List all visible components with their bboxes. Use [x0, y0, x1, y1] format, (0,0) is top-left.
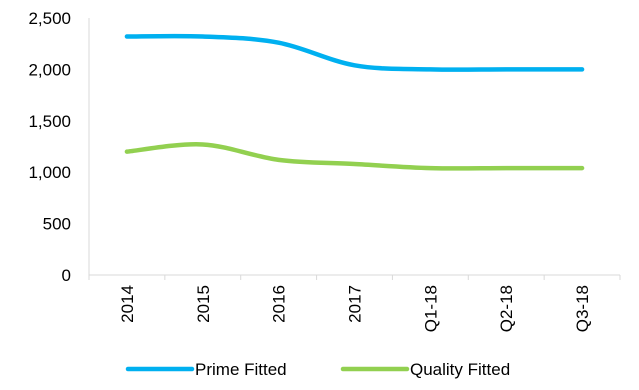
- x-tick-label: 2014: [118, 285, 137, 323]
- series-line-2: [124, 142, 585, 171]
- x-tick-label: 2015: [194, 285, 213, 323]
- legend-label: Prime Fitted: [195, 360, 287, 379]
- series-lines: [124, 33, 585, 171]
- x-tick-label: 2017: [346, 285, 365, 323]
- y-tick-label: 2,000: [28, 60, 71, 79]
- y-tick-label: 2,500: [28, 9, 71, 28]
- legend: Prime Fitted Quality Fitted: [125, 360, 510, 379]
- axes: 0 500 1,000 1,500 2,000 2,500 2014 2015 2016 2017…: [28, 9, 621, 332]
- x-tick-label: 2016: [270, 285, 289, 323]
- y-tick-label: 500: [43, 215, 71, 234]
- y-tick-label: 1,000: [28, 163, 71, 182]
- y-tick-label: 0: [62, 266, 71, 285]
- legend-label: Quality Fitted: [410, 360, 510, 379]
- series-line-1: [124, 33, 585, 72]
- y-tick-label: 1,500: [28, 112, 71, 131]
- x-tick-label: Q3-18: [573, 285, 592, 332]
- x-tick-label: Q1-18: [421, 285, 440, 332]
- x-tick-label: Q2-18: [497, 285, 516, 332]
